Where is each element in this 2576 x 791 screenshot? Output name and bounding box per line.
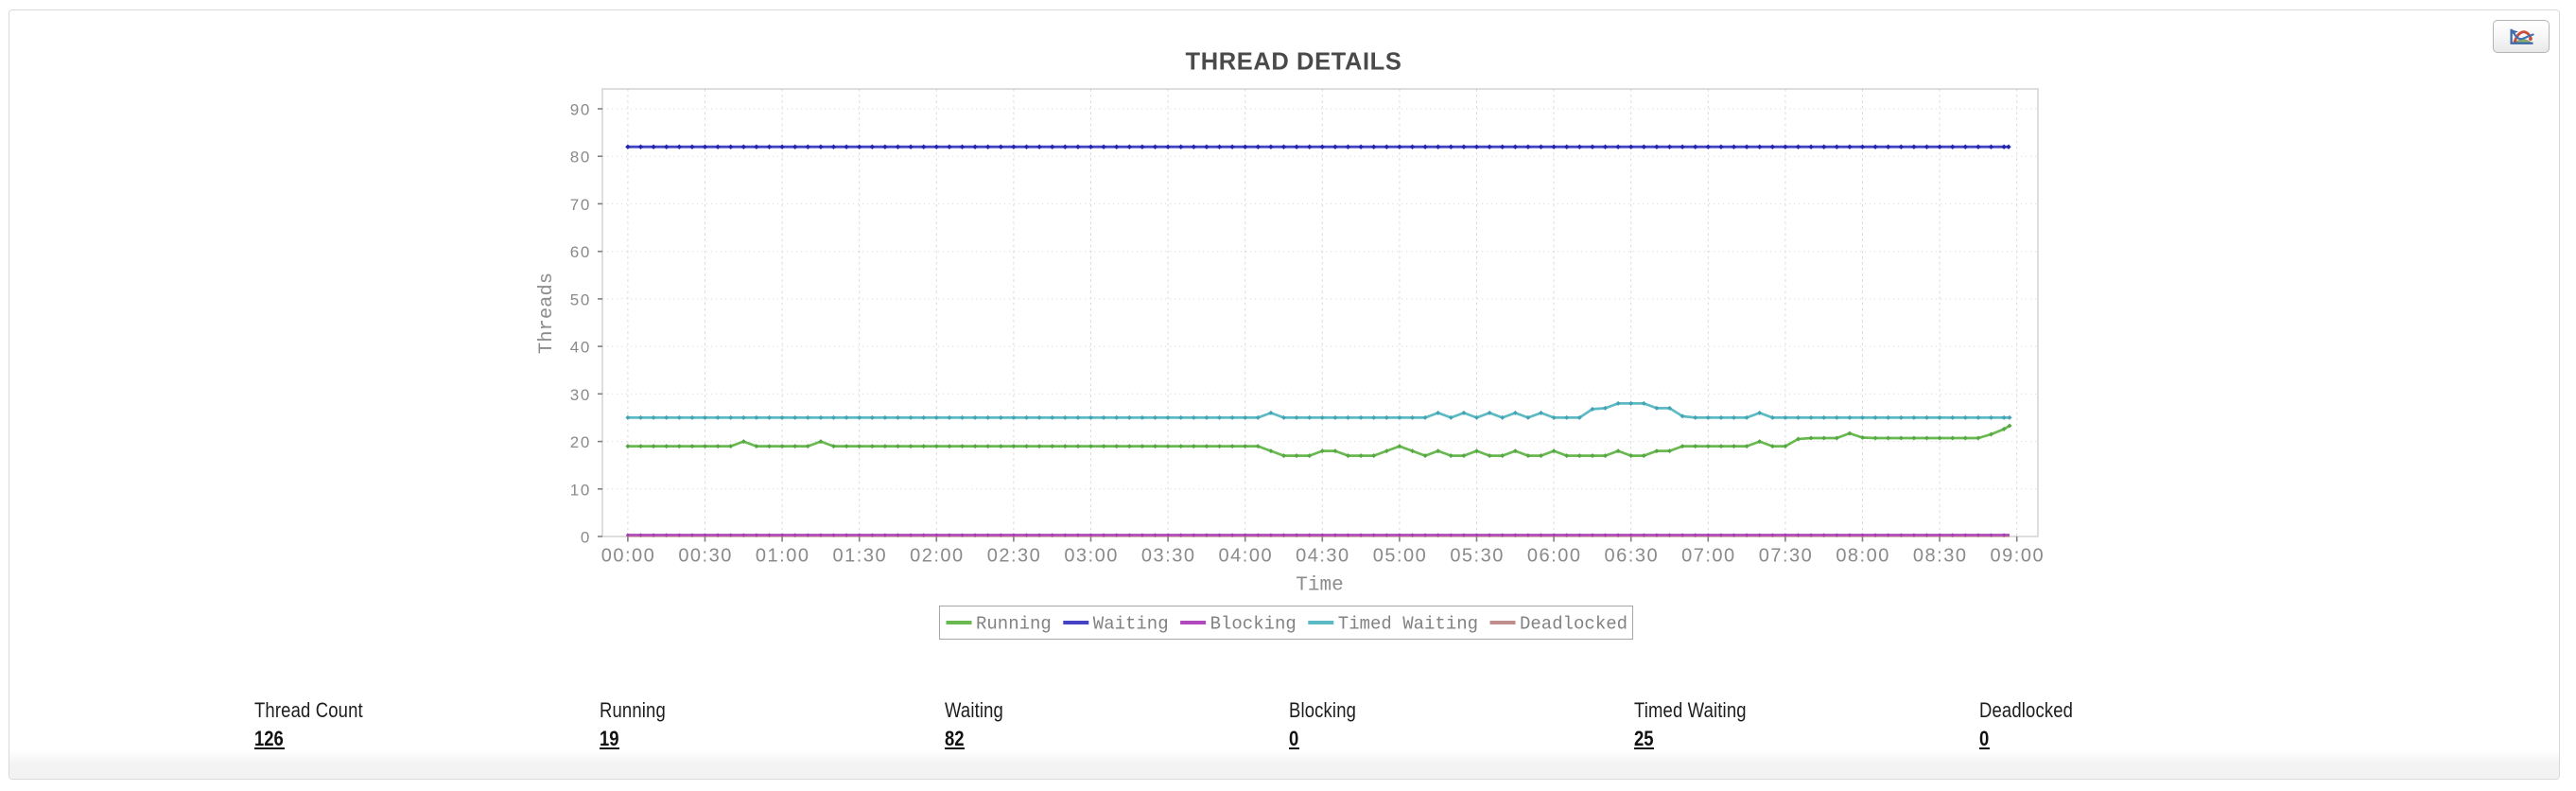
svg-text:70: 70: [570, 196, 591, 214]
svg-text:07:00: 07:00: [1681, 546, 1736, 567]
svg-text:Waiting: Waiting: [1093, 614, 1169, 635]
svg-text:90: 90: [570, 101, 591, 119]
svg-text:07:30: 07:30: [1759, 546, 1814, 567]
svg-text:80: 80: [570, 149, 591, 167]
svg-text:Blocking: Blocking: [1210, 614, 1297, 635]
svg-text:02:30: 02:30: [987, 546, 1042, 567]
svg-text:60: 60: [570, 243, 591, 261]
svg-text:03:30: 03:30: [1141, 546, 1196, 567]
svg-text:00:00: 00:00: [601, 546, 656, 567]
svg-text:Threads: Threads: [536, 272, 558, 354]
svg-text:06:30: 06:30: [1605, 546, 1660, 567]
svg-text:10: 10: [570, 481, 591, 499]
svg-text:06:00: 06:00: [1527, 546, 1582, 567]
svg-text:05:00: 05:00: [1373, 546, 1428, 567]
svg-text:40: 40: [570, 339, 591, 357]
svg-text:09:00: 09:00: [1991, 546, 2045, 567]
svg-text:04:00: 04:00: [1219, 546, 1274, 567]
svg-text:01:30: 01:30: [833, 546, 888, 567]
svg-text:Running: Running: [976, 614, 1052, 635]
svg-text:01:00: 01:00: [756, 546, 810, 567]
svg-text:20: 20: [570, 433, 591, 451]
svg-text:Time: Time: [1296, 575, 1343, 597]
svg-text:30: 30: [570, 386, 591, 404]
svg-text:0: 0: [581, 529, 591, 547]
svg-text:THREAD DETAILS: THREAD DETAILS: [1186, 49, 1402, 76]
svg-text:Timed Waiting: Timed Waiting: [1338, 614, 1478, 635]
svg-text:08:00: 08:00: [1836, 546, 1890, 567]
svg-text:08:30: 08:30: [1913, 546, 1968, 567]
svg-text:02:00: 02:00: [910, 546, 965, 567]
svg-text:Deadlocked: Deadlocked: [1520, 614, 1627, 635]
svg-text:00:30: 00:30: [678, 546, 733, 567]
svg-text:03:00: 03:00: [1064, 546, 1119, 567]
svg-text:05:30: 05:30: [1450, 546, 1505, 567]
svg-text:04:30: 04:30: [1296, 546, 1350, 567]
svg-text:50: 50: [570, 290, 591, 308]
